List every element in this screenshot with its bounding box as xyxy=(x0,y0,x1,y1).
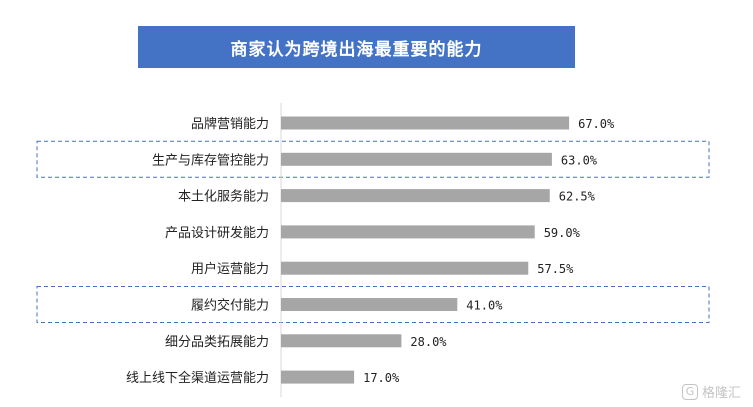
watermark: G 格隆汇 xyxy=(681,382,741,401)
value-label: 41.0% xyxy=(466,299,503,313)
category-label: 用户运营能力 xyxy=(191,261,269,277)
value-label: 59.0% xyxy=(544,226,581,240)
bar xyxy=(281,298,458,311)
category-label: 品牌营销能力 xyxy=(191,116,269,132)
category-label: 线上线下全渠道运营能力 xyxy=(126,370,269,386)
watermark-text: 格隆汇 xyxy=(701,386,741,401)
highlight-box xyxy=(36,140,710,178)
value-label: 17.0% xyxy=(363,371,400,385)
value-label: 67.0% xyxy=(578,117,615,131)
g-logo-icon: G xyxy=(681,383,698,400)
category-label: 履约交付能力 xyxy=(191,298,269,314)
value-label: 57.5% xyxy=(537,262,574,276)
bar xyxy=(281,261,529,275)
bar xyxy=(281,334,402,348)
bar xyxy=(281,225,535,239)
value-label: 28.0% xyxy=(410,335,447,349)
bar xyxy=(281,152,552,166)
category-label: 本土化服务能力 xyxy=(178,189,269,205)
category-label: 产品设计研发能力 xyxy=(165,225,269,241)
highlight-box xyxy=(36,286,710,323)
category-label: 细分品类拓展能力 xyxy=(165,335,269,350)
value-label: 62.5% xyxy=(559,190,596,204)
category-label: 生产与库存管控能力 xyxy=(152,152,269,168)
chart-title: 商家认为跨境出海最重要的能力 xyxy=(138,26,575,68)
bar xyxy=(281,189,550,203)
value-label: 63.0% xyxy=(561,153,598,167)
bar xyxy=(281,116,570,130)
bar xyxy=(281,370,355,384)
